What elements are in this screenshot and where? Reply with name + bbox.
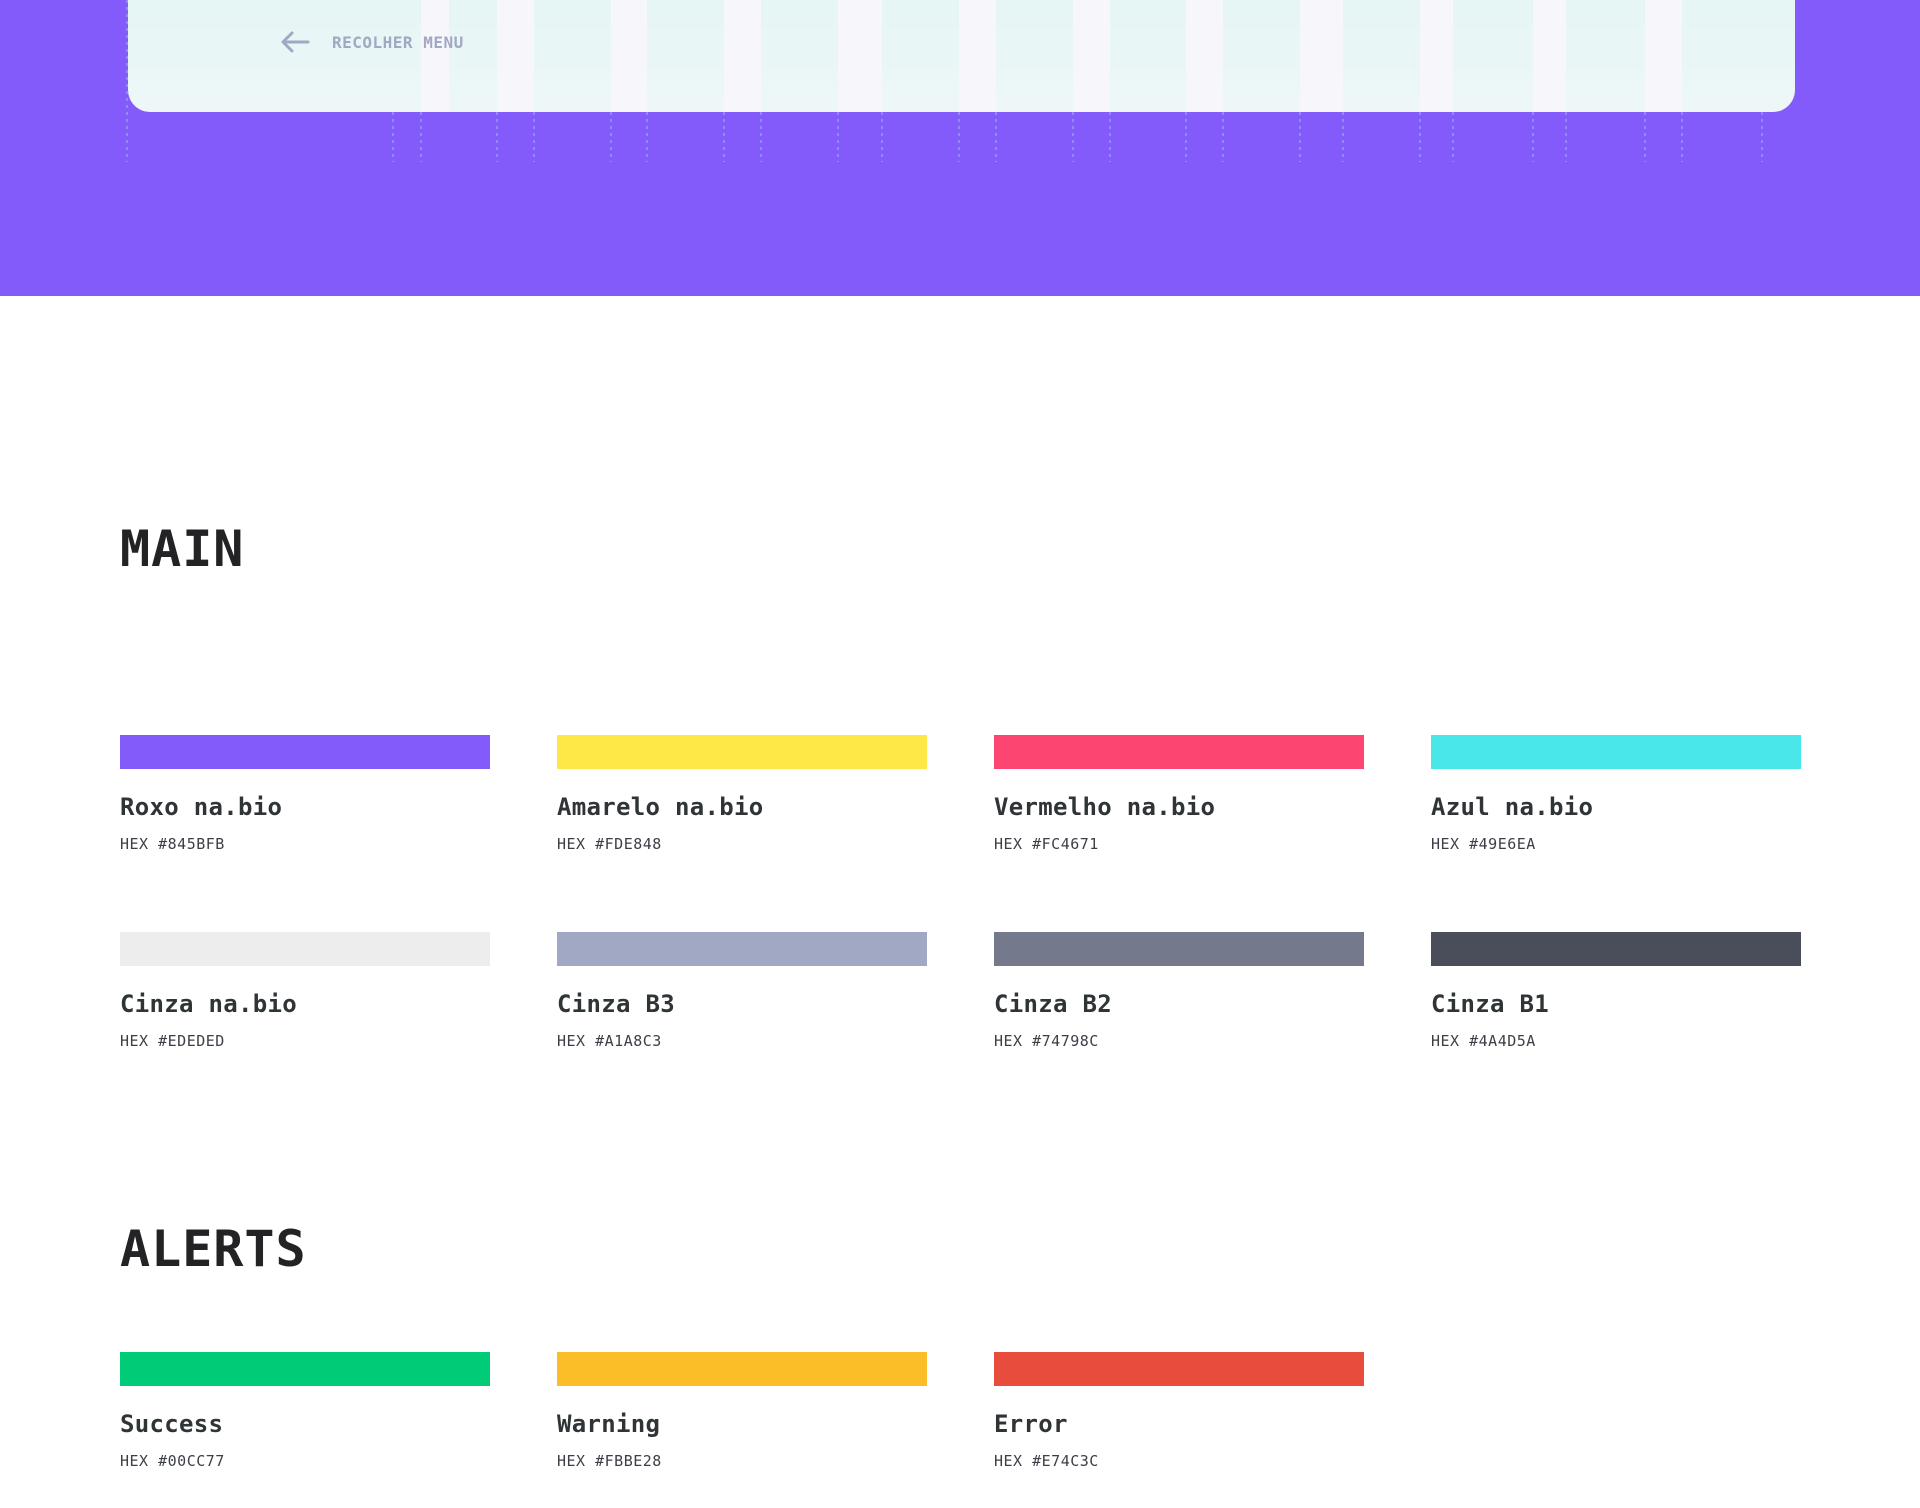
color-swatch-bar <box>994 932 1364 966</box>
color-swatch-bar <box>994 735 1364 769</box>
color-name: Cinza B1 <box>1431 990 1549 1018</box>
grid-gutter <box>1300 0 1343 112</box>
color-name: Vermelho na.bio <box>994 793 1216 821</box>
color-swatch: Success HEX #00CC77 <box>120 1352 490 1508</box>
color-name: Warning <box>557 1410 661 1438</box>
color-swatch: Warning HEX #FBBE28 <box>557 1352 927 1508</box>
color-hex: HEX #74798C <box>994 1032 1099 1050</box>
color-name: Cinza na.bio <box>120 990 297 1018</box>
color-swatch-bar <box>1431 932 1801 966</box>
grid-gutter <box>1073 0 1110 112</box>
color-swatch-bar <box>557 932 927 966</box>
color-swatch-bar <box>120 1352 490 1386</box>
color-swatch: Cinza B3 HEX #A1A8C3 <box>557 932 927 1129</box>
color-swatch: Cinza B2 HEX #74798C <box>994 932 1364 1129</box>
color-hex: HEX #49E6EA <box>1431 835 1536 853</box>
sidebar-panel: ‹ 1 2 3 4 ... 12 › RECOLHER MENU <box>128 0 1795 112</box>
color-swatch: Error HEX #E74C3C <box>994 1352 1364 1508</box>
grid-gutter <box>838 0 882 112</box>
color-hex: HEX #00CC77 <box>120 1452 225 1470</box>
color-name: Error <box>994 1410 1068 1438</box>
main-color-grid: Roxo na.bio HEX #845BFB Amarelo na.bio H… <box>120 735 1801 1129</box>
color-name: Roxo na.bio <box>120 793 283 821</box>
color-swatch: Roxo na.bio HEX #845BFB <box>120 735 490 932</box>
alerts-color-grid: Success HEX #00CC77 Warning HEX #FBBE28 … <box>120 1352 1800 1508</box>
color-swatch-bar <box>557 1352 927 1386</box>
color-hex: HEX #E74C3C <box>994 1452 1099 1470</box>
color-swatch-bar <box>557 735 927 769</box>
color-name: Cinza B3 <box>557 990 675 1018</box>
color-name: Cinza B2 <box>994 990 1112 1018</box>
color-name: Success <box>120 1410 224 1438</box>
color-hex: HEX #A1A8C3 <box>557 1032 662 1050</box>
grid-gutter <box>959 0 996 112</box>
collapse-menu-button[interactable]: RECOLHER MENU <box>280 30 464 54</box>
color-hex: HEX #845BFB <box>120 835 225 853</box>
color-swatch-bar <box>1431 735 1801 769</box>
color-name: Azul na.bio <box>1431 793 1594 821</box>
grid-gutter <box>1533 0 1566 112</box>
arrow-left-icon <box>281 31 310 53</box>
grid-gutter <box>1186 0 1223 112</box>
color-swatch-bar <box>120 735 490 769</box>
grid-gutter <box>724 0 761 112</box>
color-swatch: Vermelho na.bio HEX #FC4671 <box>994 735 1364 932</box>
grid-gutter <box>421 0 449 112</box>
color-swatch: Azul na.bio HEX #49E6EA <box>1431 735 1801 932</box>
color-hex: HEX #4A4D5A <box>1431 1032 1536 1050</box>
color-hex: HEX #FC4671 <box>994 835 1099 853</box>
collapse-menu-label: RECOLHER MENU <box>332 32 464 52</box>
color-swatch: Cinza B1 HEX #4A4D5A <box>1431 932 1801 1129</box>
grid-gutter <box>611 0 647 112</box>
grid-gutter <box>1420 0 1453 112</box>
color-swatch: Amarelo na.bio HEX #FDE848 <box>557 735 927 932</box>
color-swatch-bar <box>120 932 490 966</box>
color-hex: HEX #FBBE28 <box>557 1452 662 1470</box>
section-title-main: MAIN <box>120 520 245 578</box>
grid-gutter <box>1645 0 1682 112</box>
section-title-alerts: ALERTS <box>120 1220 307 1278</box>
color-swatch: Cinza na.bio HEX #EDEDED <box>120 932 490 1129</box>
grid-gutter <box>497 0 534 112</box>
color-name: Amarelo na.bio <box>557 793 764 821</box>
color-hex: HEX #EDEDED <box>120 1032 225 1050</box>
color-swatch-bar <box>994 1352 1364 1386</box>
hero-band: ‹ 1 2 3 4 ... 12 › RECOLHER MENU <box>0 0 1920 296</box>
color-hex: HEX #FDE848 <box>557 835 662 853</box>
